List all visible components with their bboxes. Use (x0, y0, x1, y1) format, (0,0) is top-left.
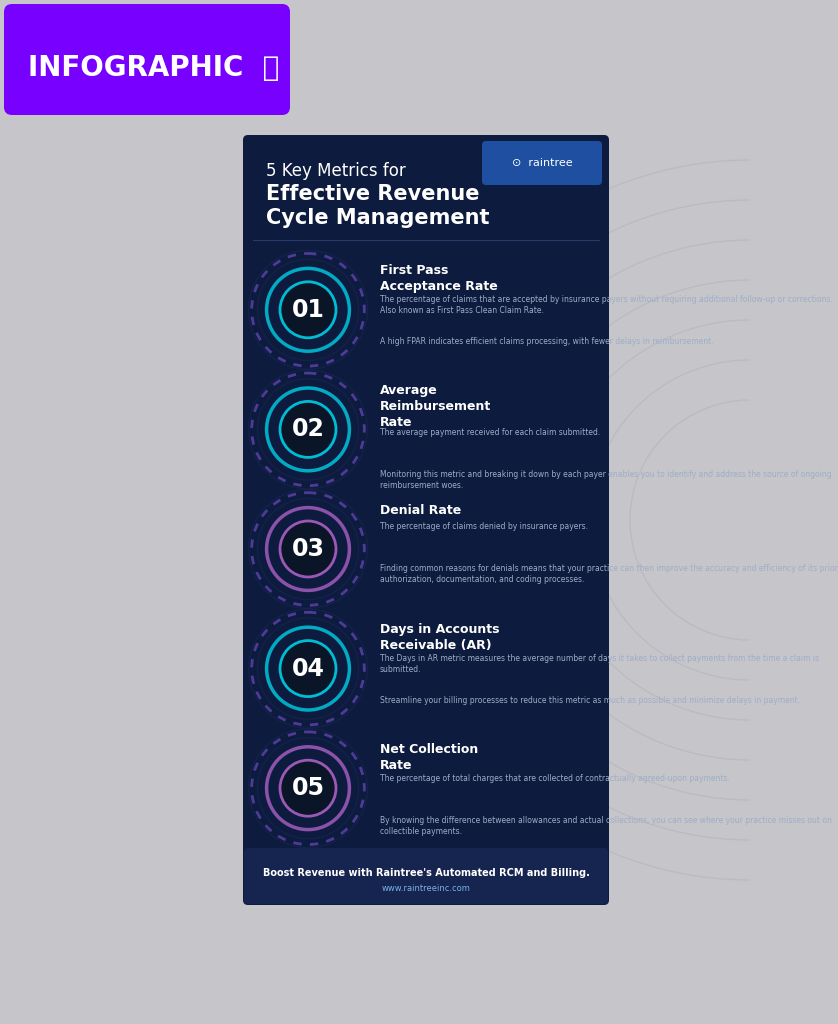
FancyBboxPatch shape (4, 4, 290, 115)
Text: 03: 03 (292, 537, 324, 561)
Circle shape (280, 760, 336, 816)
Circle shape (280, 282, 336, 338)
Text: Denial Rate: Denial Rate (380, 504, 461, 516)
Text: First Pass
Acceptance Rate: First Pass Acceptance Rate (380, 264, 498, 293)
FancyBboxPatch shape (244, 848, 608, 904)
Text: Monitoring this metric and breaking it down by each payer enables you to identif: Monitoring this metric and breaking it d… (380, 470, 831, 490)
Text: Net Collection
Rate: Net Collection Rate (380, 742, 478, 772)
Text: 02: 02 (292, 418, 324, 441)
Text: Boost Revenue with Raintree's Automated RCM and Billing.: Boost Revenue with Raintree's Automated … (262, 868, 589, 878)
Circle shape (280, 401, 336, 458)
Text: By knowing the difference between allowances and actual collections, you can see: By knowing the difference between allowa… (380, 816, 832, 836)
Text: Average
Reimbursement
Rate: Average Reimbursement Rate (380, 384, 491, 429)
FancyBboxPatch shape (243, 135, 609, 905)
Text: Effective Revenue: Effective Revenue (266, 184, 479, 204)
Text: 04: 04 (292, 656, 324, 681)
Text: 05: 05 (292, 776, 324, 800)
Text: The percentage of claims denied by insurance payers.: The percentage of claims denied by insur… (380, 521, 588, 530)
Text: The average payment received for each claim submitted.: The average payment received for each cl… (380, 428, 600, 437)
Text: Days in Accounts
Receivable (AR): Days in Accounts Receivable (AR) (380, 624, 499, 652)
Text: Streamline your billing processes to reduce this metric as much as possible and : Streamline your billing processes to red… (380, 696, 800, 706)
Text: www.raintreeinc.com: www.raintreeinc.com (381, 884, 470, 893)
Text: Finding common reasons for denials means that your practice can then improve the: Finding common reasons for denials means… (380, 563, 838, 584)
Text: A high FPAR indicates efficient claims processing, with fewer delays in reimburs: A high FPAR indicates efficient claims p… (380, 337, 714, 346)
Text: The percentage of claims that are accepted by insurance payers without requiring: The percentage of claims that are accept… (380, 295, 833, 315)
Text: ⊙  raintree: ⊙ raintree (512, 158, 572, 168)
Text: INFOGRAPHIC  ⤵: INFOGRAPHIC ⤵ (28, 54, 279, 82)
Text: 5 Key Metrics for: 5 Key Metrics for (266, 162, 406, 180)
Circle shape (280, 521, 336, 577)
Text: 01: 01 (292, 298, 324, 322)
Text: Cycle Management: Cycle Management (266, 208, 489, 228)
Text: The Days in AR metric measures the average number of days it takes to collect pa: The Days in AR metric measures the avera… (380, 654, 819, 674)
Circle shape (280, 641, 336, 696)
FancyBboxPatch shape (482, 141, 602, 185)
Text: The percentage of total charges that are collected of contractually agreed-upon : The percentage of total charges that are… (380, 774, 730, 782)
